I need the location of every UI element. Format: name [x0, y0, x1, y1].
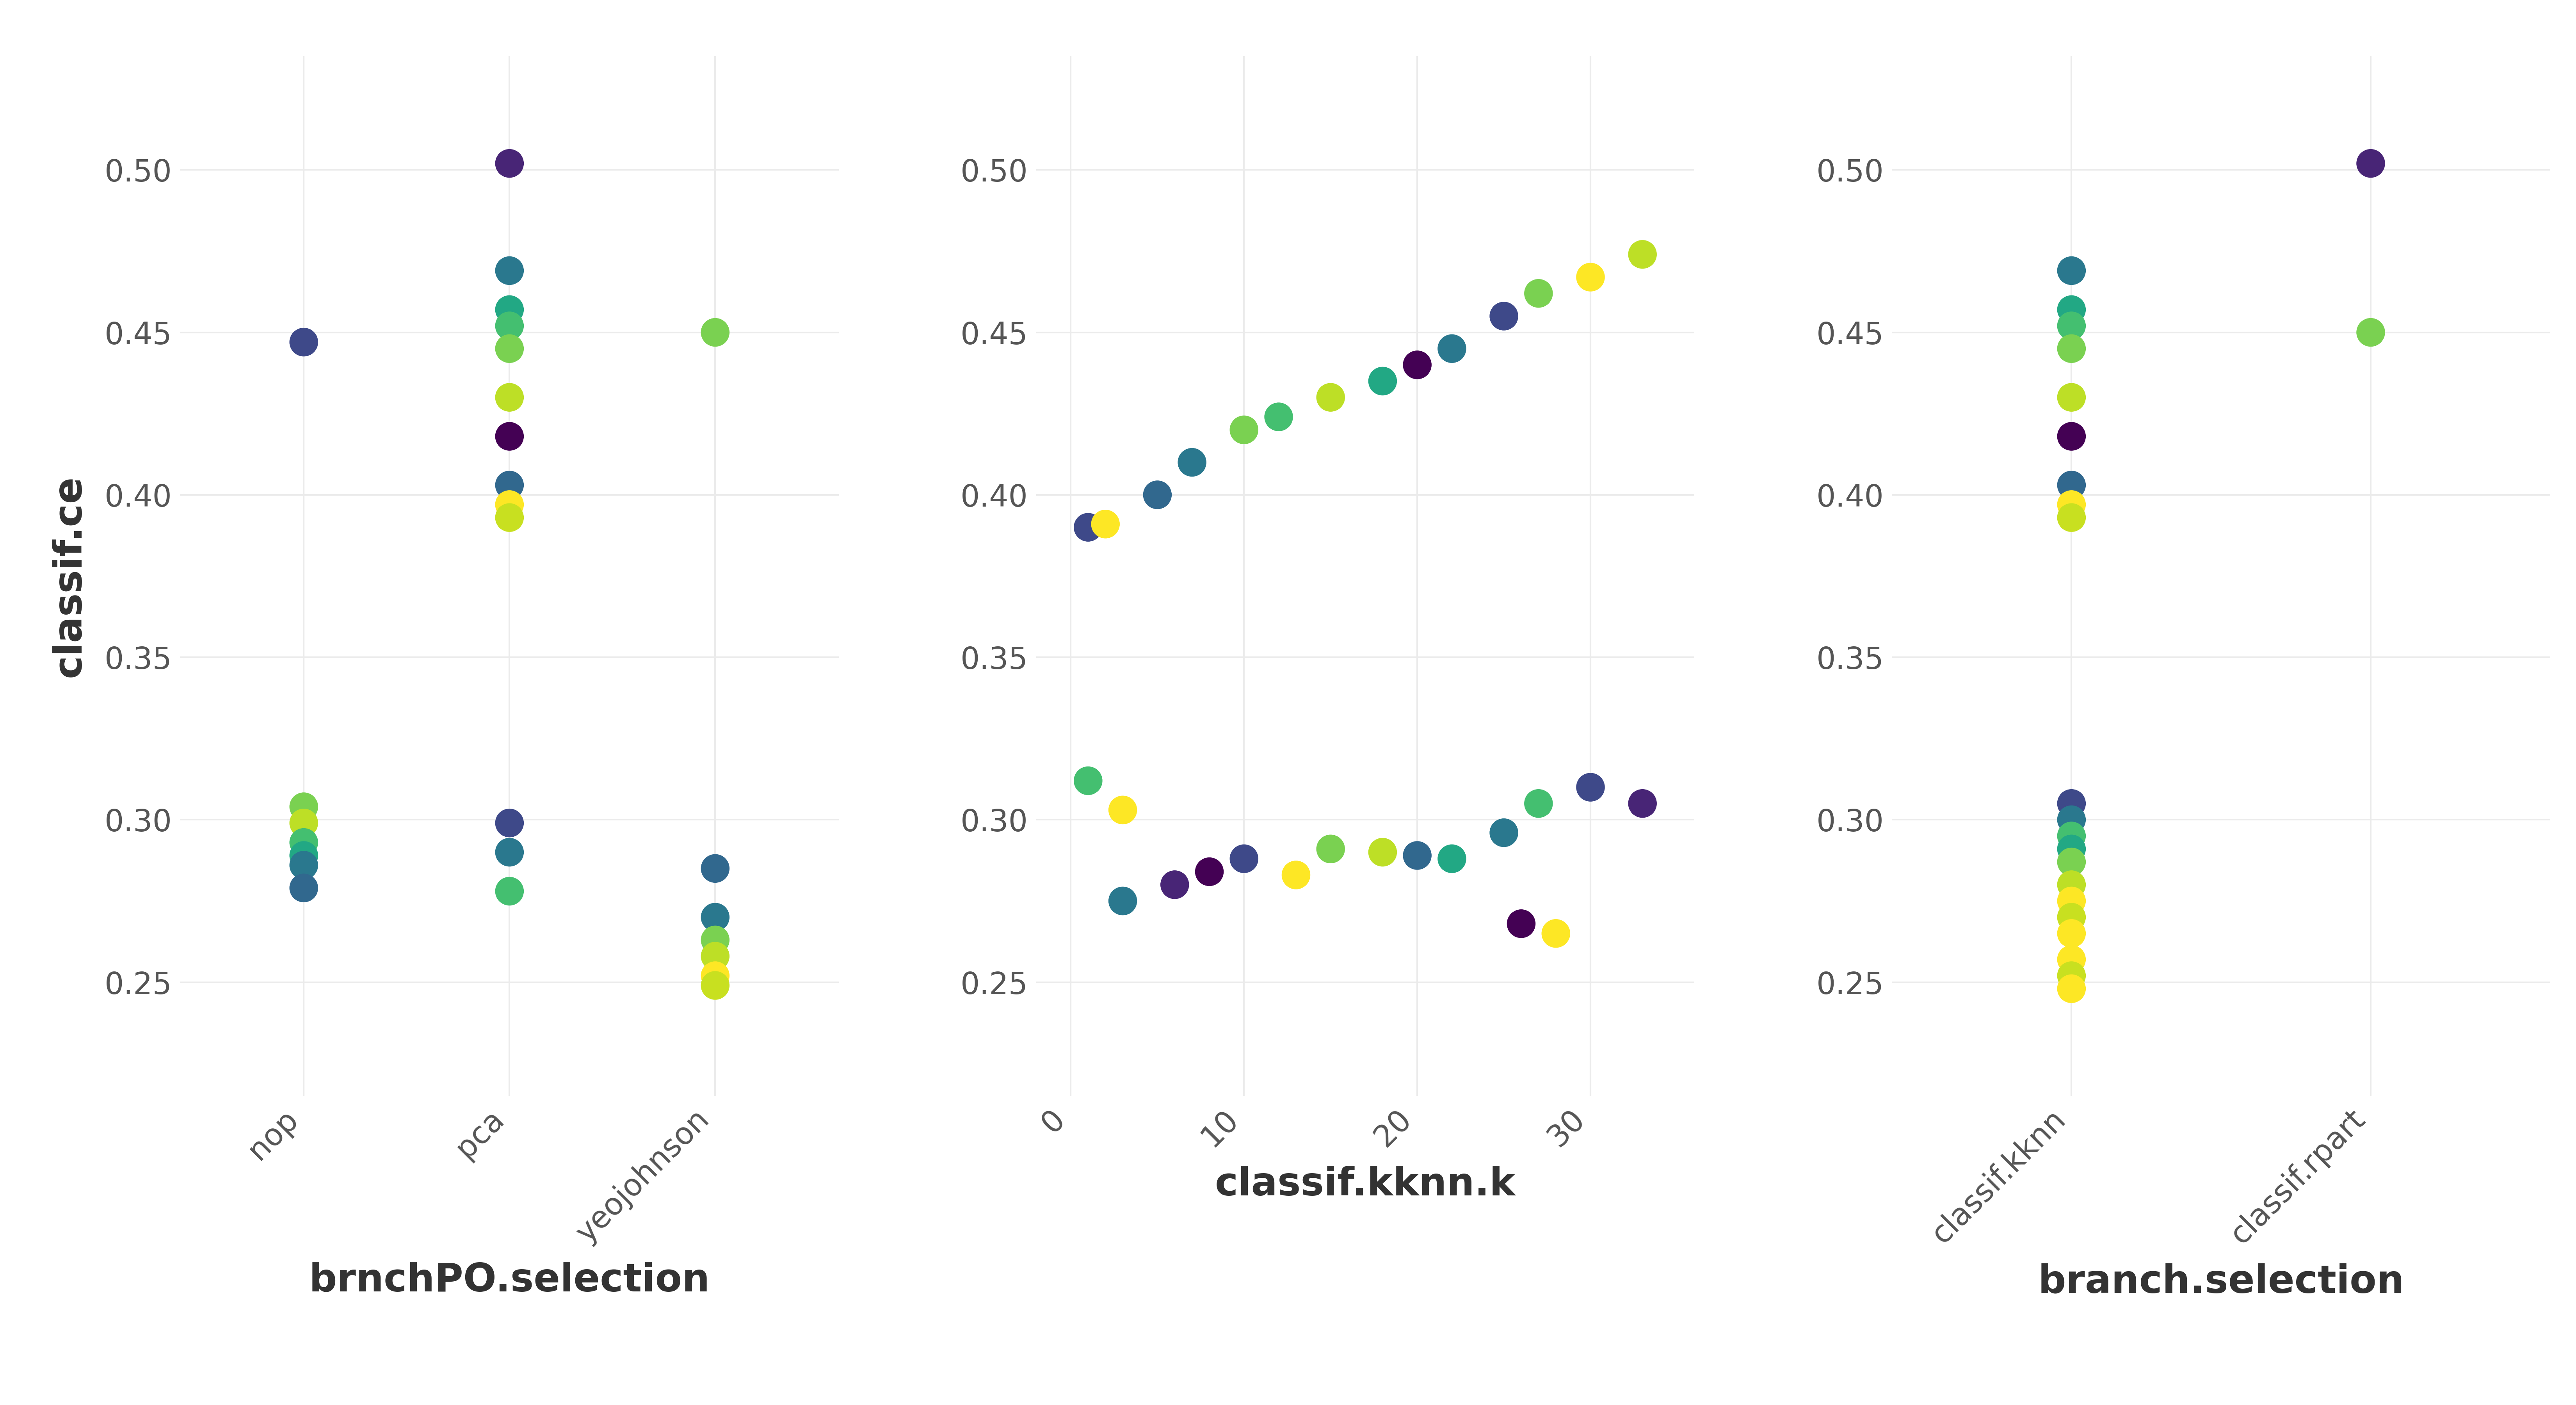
Point	[2050, 964, 2092, 986]
Point	[1432, 337, 1473, 360]
Point	[1103, 889, 1144, 912]
Point	[1224, 419, 1265, 441]
Point	[283, 832, 325, 854]
Point	[2050, 473, 2092, 496]
Point	[2050, 386, 2092, 409]
Point	[2050, 792, 2092, 815]
Point	[489, 152, 531, 174]
Point	[1311, 386, 1352, 409]
Point	[2050, 922, 2092, 944]
Point	[696, 857, 737, 880]
Point	[1103, 799, 1144, 822]
Point	[2050, 315, 2092, 337]
Point	[2050, 851, 2092, 874]
Point	[2050, 506, 2092, 528]
Point	[489, 315, 531, 337]
Point	[283, 877, 325, 899]
Point	[2050, 808, 2092, 830]
Point	[2050, 906, 2092, 929]
Point	[283, 812, 325, 835]
X-axis label: classif.kknn.k: classif.kknn.k	[1216, 1166, 1515, 1204]
Point	[1569, 266, 1610, 288]
Point	[2050, 874, 2092, 896]
Point	[696, 929, 737, 951]
Point	[1154, 874, 1195, 896]
Point	[1084, 513, 1126, 535]
Point	[1502, 912, 1543, 934]
Point	[1517, 282, 1558, 305]
Point	[696, 322, 737, 344]
Point	[489, 842, 531, 864]
Point	[2050, 493, 2092, 516]
Point	[1363, 370, 1404, 392]
Point	[2050, 825, 2092, 847]
Point	[1432, 847, 1473, 870]
Point	[489, 880, 531, 902]
Point	[696, 964, 737, 986]
Point	[1396, 354, 1437, 377]
Point	[489, 298, 531, 320]
Point	[1535, 922, 1577, 944]
Y-axis label: classif.ce: classif.ce	[52, 475, 88, 677]
Point	[489, 337, 531, 360]
Point	[2349, 152, 2391, 174]
Point	[1136, 483, 1177, 506]
Point	[1257, 406, 1298, 429]
Point	[1311, 837, 1352, 860]
Point	[1623, 792, 1664, 815]
Point	[1484, 822, 1525, 844]
Point	[283, 844, 325, 867]
Point	[696, 906, 737, 929]
Point	[2050, 978, 2092, 1000]
Point	[1484, 305, 1525, 327]
Point	[2050, 337, 2092, 360]
Point	[1517, 792, 1558, 815]
Point	[1188, 860, 1229, 882]
Point	[283, 795, 325, 818]
Point	[1224, 847, 1265, 870]
Point	[489, 260, 531, 282]
Point	[1623, 243, 1664, 266]
Point	[489, 426, 531, 448]
Point	[489, 506, 531, 528]
Point	[2050, 298, 2092, 320]
Point	[489, 812, 531, 835]
Point	[1172, 451, 1213, 473]
Point	[2050, 948, 2092, 971]
Point	[2050, 260, 2092, 282]
Point	[1275, 864, 1316, 887]
Point	[696, 974, 737, 996]
Point	[2050, 426, 2092, 448]
Point	[2349, 322, 2391, 344]
X-axis label: brnchPO.selection: brnchPO.selection	[309, 1262, 711, 1300]
X-axis label: branch.selection: branch.selection	[2038, 1263, 2403, 1301]
Point	[696, 946, 737, 968]
Point	[489, 386, 531, 409]
Point	[283, 854, 325, 877]
Point	[489, 473, 531, 496]
Point	[1396, 844, 1437, 867]
Point	[2050, 889, 2092, 912]
Point	[1066, 770, 1108, 792]
Point	[1569, 776, 1610, 798]
Point	[489, 493, 531, 516]
Point	[2050, 837, 2092, 860]
Point	[1363, 842, 1404, 864]
Point	[283, 332, 325, 354]
Point	[1066, 516, 1108, 538]
